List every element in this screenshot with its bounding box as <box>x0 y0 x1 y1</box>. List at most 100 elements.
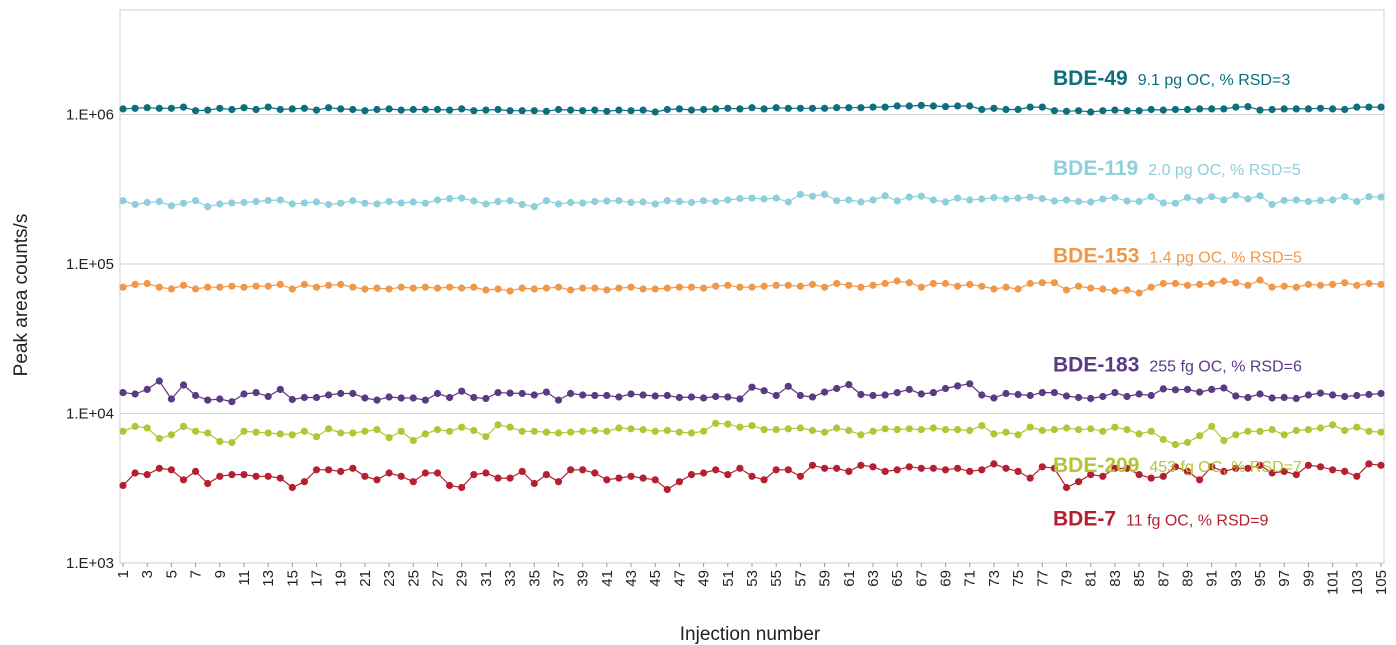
data-point <box>567 428 575 436</box>
data-point <box>192 285 200 293</box>
data-point <box>796 282 805 290</box>
y-tick-label: 1.E+03 <box>66 555 114 572</box>
data-point <box>1244 427 1252 435</box>
data-point <box>591 426 599 435</box>
data-point <box>603 286 611 294</box>
data-point <box>591 391 599 400</box>
x-tick-label: 105 <box>1373 570 1390 595</box>
data-point <box>119 283 127 291</box>
data-point <box>155 104 163 112</box>
series-group <box>119 101 1385 494</box>
data-point <box>1038 389 1046 397</box>
data-point <box>905 425 913 433</box>
data-point <box>1341 467 1349 475</box>
data-point <box>808 104 817 112</box>
data-point <box>917 101 925 109</box>
data-point <box>567 198 575 207</box>
data-point <box>1183 385 1192 393</box>
data-point <box>663 391 671 400</box>
data-point <box>554 283 563 291</box>
data-point <box>470 471 478 479</box>
data-point <box>482 433 490 441</box>
data-point <box>700 197 708 205</box>
data-point <box>1329 421 1337 429</box>
x-tick-label: 23 <box>381 570 398 587</box>
data-point <box>954 426 962 434</box>
data-point <box>567 389 575 398</box>
data-point <box>1002 428 1010 436</box>
data-point <box>881 192 889 200</box>
data-point <box>954 282 962 290</box>
data-point <box>1244 281 1252 289</box>
data-point <box>821 388 829 396</box>
data-point <box>1123 197 1131 205</box>
data-point <box>1353 281 1361 289</box>
data-point <box>361 285 369 293</box>
data-point <box>373 200 381 208</box>
x-tick-label: 29 <box>454 570 471 587</box>
data-point <box>1111 423 1119 431</box>
data-point <box>651 427 659 435</box>
data-point <box>966 280 974 288</box>
data-point <box>337 280 345 288</box>
data-point <box>1232 191 1240 199</box>
data-point <box>1292 196 1300 204</box>
data-point <box>1365 427 1373 435</box>
x-tick-label: 63 <box>865 570 882 587</box>
data-point <box>1268 200 1276 209</box>
data-point <box>131 469 139 477</box>
data-point <box>1171 199 1179 207</box>
data-point <box>615 197 623 205</box>
data-point <box>1111 464 1119 472</box>
data-point <box>131 104 139 112</box>
series-label-name: BDE-209 <box>1053 454 1139 477</box>
data-point <box>518 427 526 435</box>
x-tick-label: 51 <box>720 570 737 587</box>
data-point <box>978 105 986 114</box>
data-point <box>264 196 272 205</box>
data-point <box>1268 105 1276 114</box>
data-point <box>1002 389 1010 398</box>
data-point <box>252 428 260 436</box>
data-point <box>458 194 466 202</box>
data-point <box>639 106 647 114</box>
data-point <box>1147 474 1155 482</box>
data-point <box>1316 463 1325 471</box>
data-point <box>1280 282 1288 290</box>
data-point <box>772 104 780 112</box>
data-point <box>373 476 381 484</box>
data-point <box>494 285 502 293</box>
data-point <box>1062 424 1071 432</box>
data-point <box>833 384 841 393</box>
data-point <box>675 283 684 291</box>
x-tick-label: 5 <box>163 570 180 578</box>
y-tick-label: 1.E+04 <box>66 405 114 422</box>
data-point <box>954 194 962 202</box>
data-point <box>276 430 284 438</box>
data-point <box>663 197 671 205</box>
data-point <box>179 422 188 430</box>
data-point <box>1256 461 1264 469</box>
data-point <box>337 105 345 113</box>
series-label-name: BDE-183 <box>1053 354 1139 377</box>
data-point <box>119 389 127 397</box>
data-point <box>1026 193 1034 201</box>
data-point <box>446 106 454 114</box>
data-point <box>542 471 551 479</box>
data-point <box>228 199 236 207</box>
data-point <box>869 391 877 400</box>
data-point <box>990 285 998 293</box>
series-bde-7 <box>119 460 1385 494</box>
data-point <box>833 464 841 472</box>
data-point <box>651 285 659 293</box>
data-point <box>845 426 853 435</box>
data-point <box>845 467 853 475</box>
data-point <box>1087 425 1095 433</box>
data-point <box>833 197 841 205</box>
data-point <box>1329 196 1337 204</box>
x-tick-label: 95 <box>1252 570 1269 587</box>
data-point <box>1232 279 1240 287</box>
data-point <box>941 103 950 111</box>
data-point <box>228 398 236 406</box>
